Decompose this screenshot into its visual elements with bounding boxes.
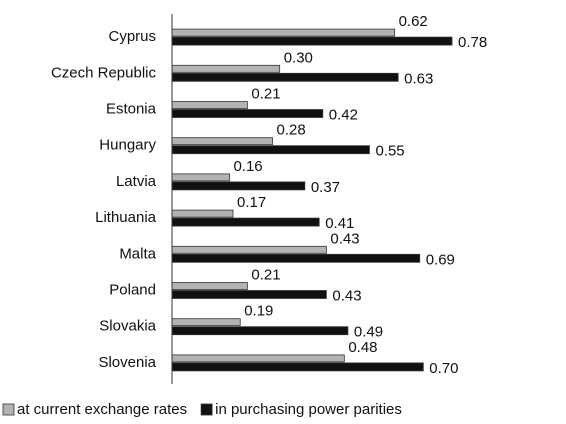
bar <box>171 253 421 263</box>
category-label: Latvia <box>116 173 157 190</box>
value-label: 0.19 <box>244 303 273 320</box>
value-label: 0.49 <box>354 324 383 341</box>
category-label: Slovakia <box>99 318 156 335</box>
category-label: Malta <box>119 245 156 262</box>
bar <box>171 354 345 363</box>
bar <box>171 181 306 191</box>
bar <box>171 245 327 254</box>
bar <box>171 64 281 73</box>
value-label: 0.37 <box>311 179 340 196</box>
value-label: 0.55 <box>375 143 404 160</box>
bar <box>171 173 230 182</box>
legend-label: at current exchange rates <box>17 401 187 418</box>
legend-swatch <box>200 403 213 416</box>
category-label: Slovenia <box>98 354 156 371</box>
value-label: 0.63 <box>404 70 433 87</box>
bar <box>171 101 248 109</box>
value-label: 0.70 <box>429 360 458 377</box>
bar <box>171 290 327 299</box>
bar <box>171 217 320 227</box>
bar <box>171 326 349 336</box>
category-label: Lithuania <box>95 209 157 226</box>
value-label: 0.28 <box>277 122 306 139</box>
value-label: 0.30 <box>284 49 313 66</box>
value-label: 0.69 <box>426 251 455 268</box>
legend-swatch <box>2 403 15 416</box>
value-label: 0.43 <box>330 230 359 247</box>
value-label: 0.43 <box>332 287 361 304</box>
category-label: Cyprus <box>108 28 156 45</box>
value-label: 0.21 <box>251 85 280 102</box>
value-label: 0.21 <box>251 266 280 283</box>
bar <box>171 36 453 46</box>
category-label: Hungary <box>99 137 156 154</box>
value-label: 0.16 <box>233 158 262 175</box>
bar <box>171 282 248 290</box>
category-label: Poland <box>109 281 156 298</box>
bar <box>171 109 324 118</box>
bar <box>171 72 399 82</box>
bar <box>171 28 395 37</box>
value-label: 0.41 <box>325 215 354 232</box>
bar <box>171 145 370 155</box>
value-label: 0.42 <box>329 106 358 123</box>
bar <box>171 209 234 218</box>
category-label: Estonia <box>106 100 157 117</box>
value-label: 0.78 <box>458 34 487 51</box>
value-label: 0.62 <box>399 13 428 30</box>
value-label: 0.48 <box>348 339 377 356</box>
legend-label: in purchasing power parities <box>215 401 402 418</box>
category-label: Czech Republic <box>51 64 157 81</box>
bar <box>171 362 424 372</box>
bar <box>171 318 241 327</box>
bar <box>171 137 273 146</box>
value-label: 0.17 <box>237 194 266 211</box>
